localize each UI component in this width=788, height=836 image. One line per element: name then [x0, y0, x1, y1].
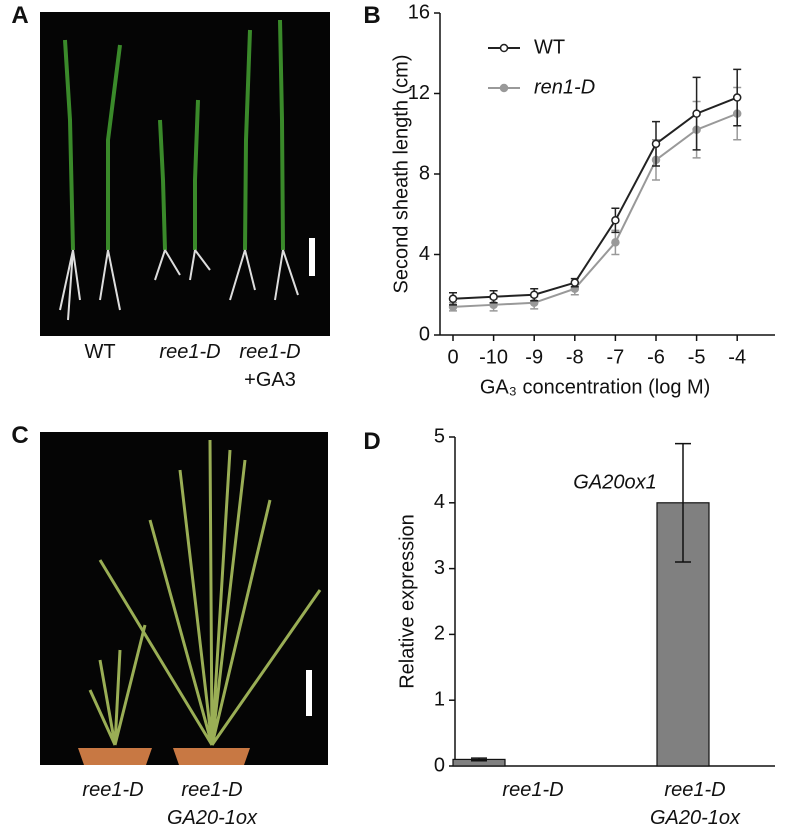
y-tick-label: 5 — [434, 425, 445, 447]
data-point — [570, 278, 580, 287]
x-tick-label: 0 — [447, 346, 458, 368]
data-point — [611, 238, 620, 247]
scale-bar — [309, 238, 315, 276]
data-point — [448, 294, 458, 304]
series-line — [452, 96, 738, 300]
y-tick-label: 1 — [434, 688, 445, 710]
legend-marker — [499, 43, 509, 53]
panel-label: B — [363, 2, 381, 29]
y-tick-label: 3 — [434, 557, 445, 579]
legend-marker — [499, 83, 509, 93]
y-tick-label: 4 — [419, 243, 430, 265]
y-tick-label: 0 — [434, 754, 445, 776]
photo-caption: ree1-D — [82, 779, 144, 801]
roots — [59, 249, 299, 321]
y-tick-label: 0 — [419, 323, 430, 345]
data-point — [489, 292, 498, 302]
pot — [78, 748, 152, 765]
data-point — [651, 139, 661, 149]
x-tick-label: ree1-D — [502, 779, 564, 801]
data-point — [732, 93, 742, 102]
x-tick-label: -6 — [647, 346, 665, 368]
photo-a — [40, 12, 330, 336]
y-axis-title: Relative expression — [396, 514, 418, 689]
data-point — [611, 216, 620, 225]
x-axis-title: GA₃ concentration (log M) — [480, 376, 710, 398]
x-tick-label: -9 — [525, 346, 543, 368]
pot — [173, 748, 250, 765]
data-point — [692, 109, 701, 118]
legend-label: WT — [534, 36, 565, 58]
data-point — [529, 290, 539, 299]
x-tick-label: ree1-D GA20-1ox — [649, 779, 741, 829]
y-tick-label: 12 — [408, 82, 430, 104]
photo-caption: WT — [84, 341, 116, 363]
panel-label: A — [11, 2, 29, 29]
photo-caption: GA20-1ox — [166, 807, 258, 829]
series-line — [452, 112, 738, 308]
seedlings — [63, 19, 285, 251]
x-tick-label: -4 — [728, 346, 746, 368]
legend-label: ren1-D — [534, 76, 595, 98]
y-tick-label: 16 — [408, 1, 430, 23]
panel-label: C — [11, 422, 29, 449]
photo-caption: +GA3 — [244, 369, 296, 391]
photo-caption: ree1-D — [239, 341, 301, 363]
photo-caption: ree1-D — [181, 779, 243, 801]
x-tick-label: -7 — [607, 346, 625, 368]
error-bar — [471, 757, 487, 762]
x-tick-label: -8 — [566, 346, 584, 368]
error-bar — [675, 442, 691, 563]
annotation: GA20ox1 — [573, 471, 656, 493]
photo-c — [40, 432, 328, 765]
scale-bar — [306, 670, 312, 716]
y-tick-label: 2 — [434, 623, 445, 645]
y-tick-label: 8 — [419, 162, 430, 184]
x-tick-label: -10 — [479, 346, 508, 368]
panel-label: D — [363, 428, 381, 455]
plants — [88, 439, 322, 746]
y-axis-title: Second sheath length (cm) — [390, 54, 412, 293]
y-tick-label: 4 — [434, 491, 445, 513]
photo-caption: ree1-D — [159, 341, 221, 363]
x-tick-label: -5 — [688, 346, 706, 368]
